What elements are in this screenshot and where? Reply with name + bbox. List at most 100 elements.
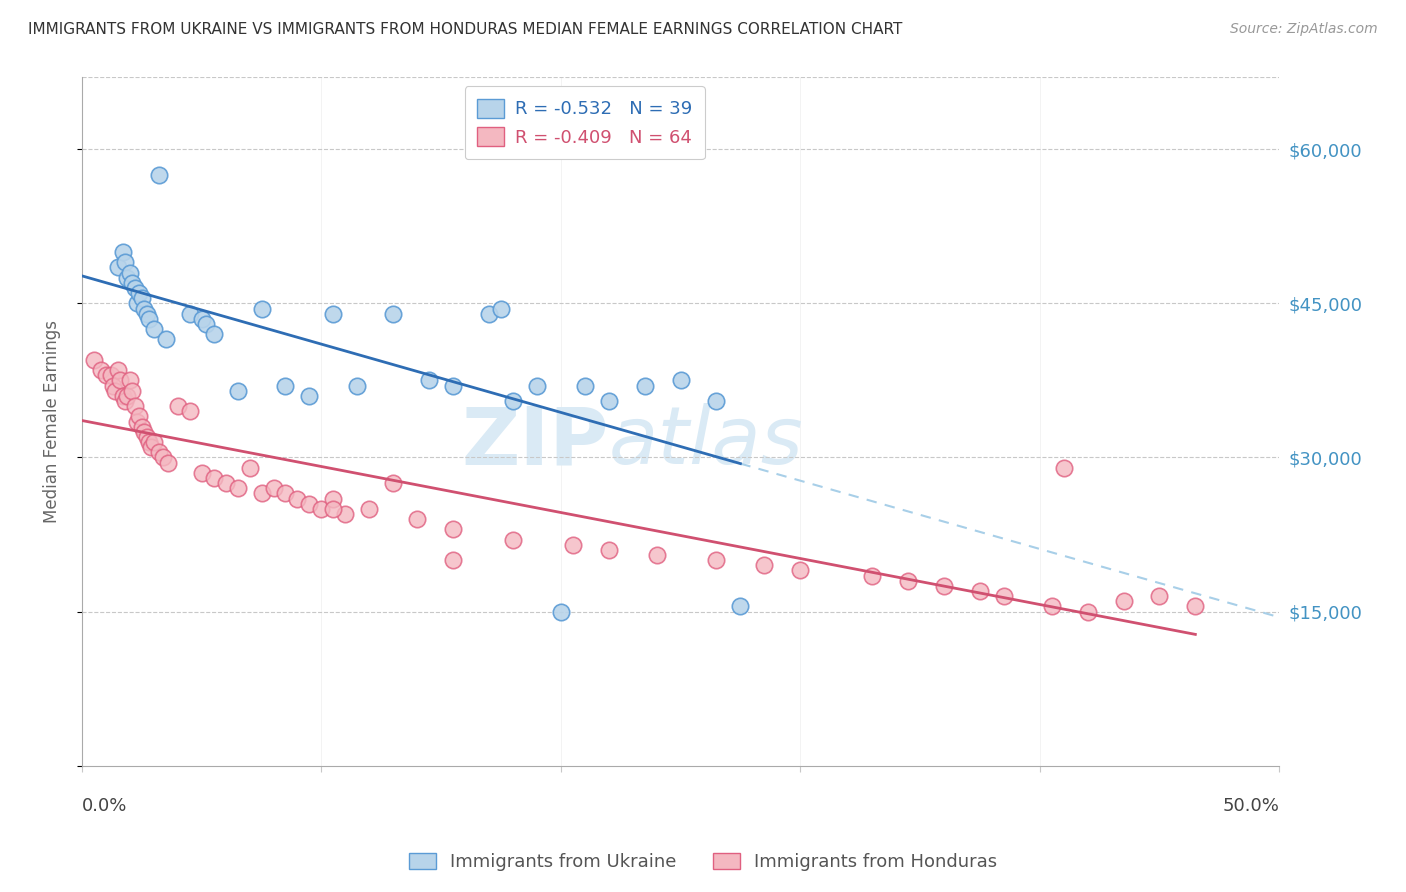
Point [598,394,620,409]
Point [298,497,321,511]
Text: ZIP: ZIP [461,403,609,481]
Point [121,276,143,290]
Y-axis label: Median Female Earnings: Median Female Earnings [44,320,60,523]
Point [478,307,501,321]
Text: Source: ZipAtlas.com: Source: ZipAtlas.com [1230,22,1378,37]
Point [148,445,170,459]
Point [645,548,668,562]
Point [100,368,122,383]
Point [125,415,148,429]
Point [526,378,548,392]
Text: 50.0%: 50.0% [1222,797,1279,814]
Point [134,301,156,316]
Point [550,605,572,619]
Point [101,378,124,392]
Point [1149,589,1171,603]
Point [138,435,160,450]
Point [226,384,249,398]
Point [111,389,134,403]
Point [157,456,180,470]
Point [121,384,143,398]
Point [94,368,117,383]
Point [789,564,811,578]
Point [706,553,728,567]
Point [155,332,177,346]
Point [107,363,129,377]
Point [134,425,156,439]
Point [83,352,105,367]
Point [107,260,129,275]
Point [166,399,188,413]
Point [1053,460,1076,475]
Point [598,543,620,558]
Point [190,466,212,480]
Point [1184,599,1206,614]
Point [125,296,148,310]
Point [860,568,883,582]
Text: IMMIGRANTS FROM UKRAINE VS IMMIGRANTS FROM HONDURAS MEDIAN FEMALE EARNINGS CORRE: IMMIGRANTS FROM UKRAINE VS IMMIGRANTS FR… [28,22,903,37]
Point [322,491,344,506]
Point [561,538,583,552]
Point [382,476,405,491]
Point [322,501,344,516]
Point [754,558,776,573]
Point [124,281,146,295]
Point [110,374,132,388]
Point [142,435,165,450]
Point [195,317,218,331]
Text: 0.0%: 0.0% [82,797,128,814]
Point [114,394,136,409]
Point [152,450,174,465]
Point [142,322,165,336]
Point [382,307,405,321]
Point [441,522,464,536]
Point [359,501,381,516]
Point [418,374,440,388]
Point [124,399,146,413]
Point [202,471,225,485]
Point [441,378,464,392]
Point [730,599,752,614]
Point [274,486,297,500]
Point [190,311,212,326]
Point [489,301,512,316]
Point [117,389,139,403]
Point [669,374,692,388]
Point [202,327,225,342]
Point [141,440,163,454]
Point [135,307,157,321]
Point [274,378,297,392]
Point [311,501,333,516]
Point [118,374,141,388]
Point [1040,599,1063,614]
Legend: Immigrants from Ukraine, Immigrants from Honduras: Immigrants from Ukraine, Immigrants from… [402,846,1004,879]
Point [117,270,139,285]
Point [298,389,321,403]
Legend: R = -0.532   N = 39, R = -0.409   N = 64: R = -0.532 N = 39, R = -0.409 N = 64 [464,87,704,160]
Point [104,384,127,398]
Point [574,378,596,392]
Point [90,363,112,377]
Point [263,481,285,495]
Point [406,512,429,526]
Text: atlas: atlas [609,403,803,481]
Point [238,460,260,475]
Point [148,168,170,182]
Point [1077,605,1099,619]
Point [287,491,309,506]
Point [250,486,273,500]
Point [932,579,955,593]
Point [128,409,150,424]
Point [969,584,991,599]
Point [138,311,160,326]
Point [441,553,464,567]
Point [179,307,201,321]
Point [1112,594,1135,608]
Point [128,286,150,301]
Point [226,481,249,495]
Point [322,307,344,321]
Point [179,404,201,418]
Point [131,291,153,305]
Point [346,378,368,392]
Point [135,430,157,444]
